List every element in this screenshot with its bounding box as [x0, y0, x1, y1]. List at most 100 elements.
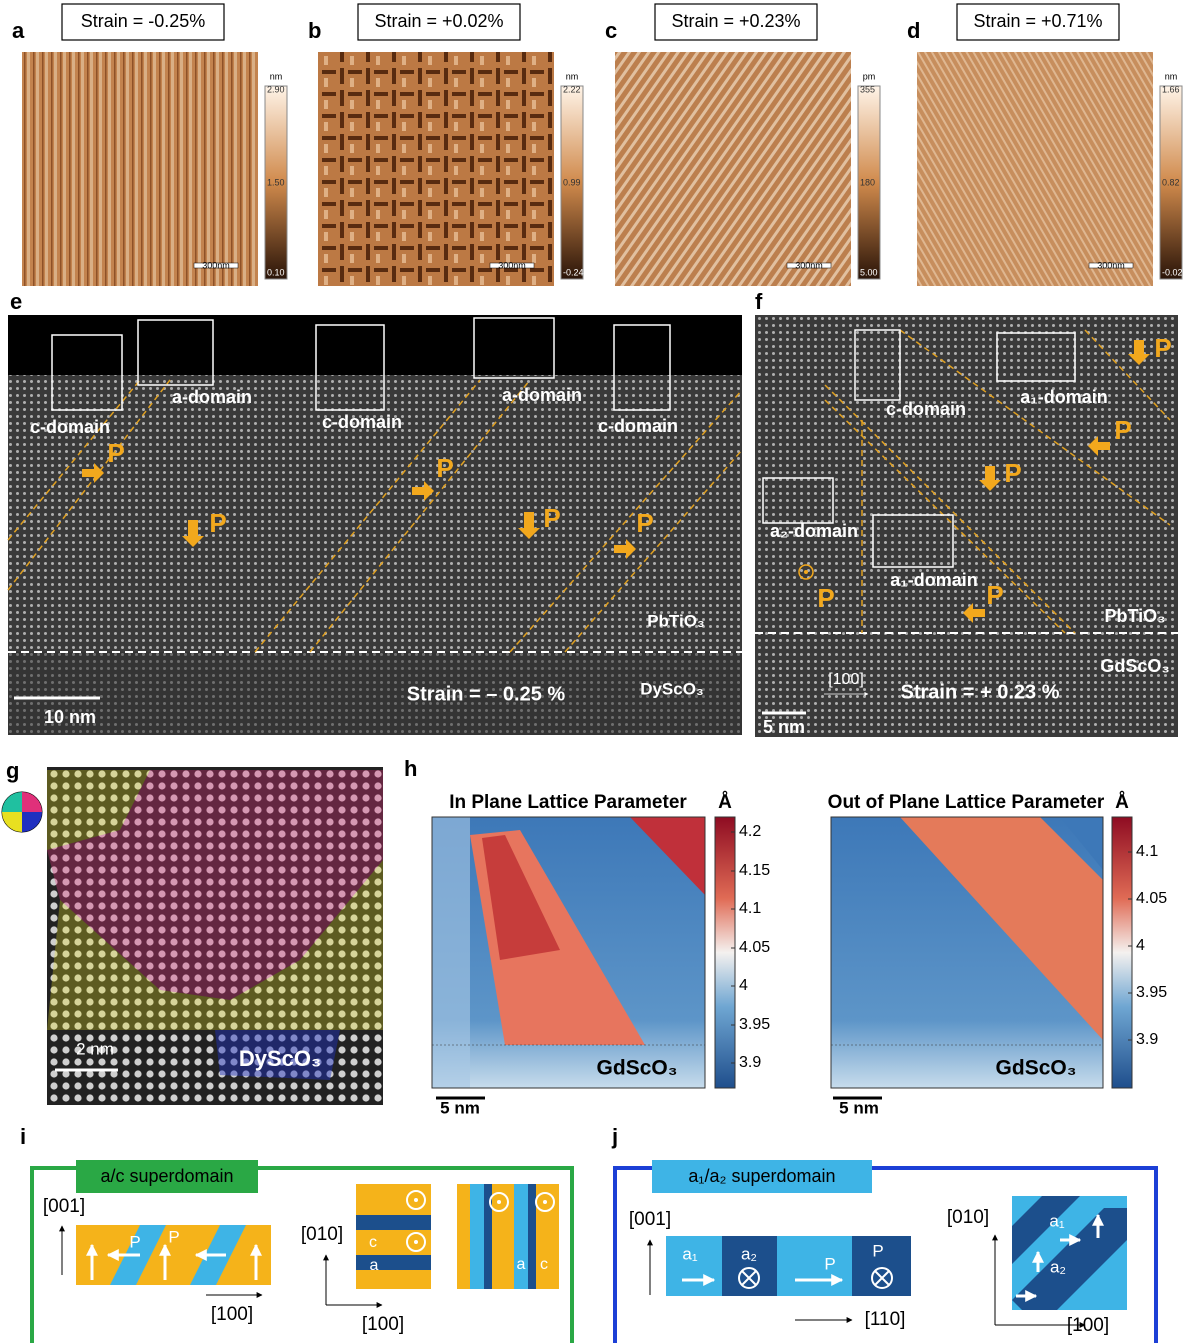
- scale-bar-label: 5 nm: [839, 1098, 879, 1117]
- panel-letter: a: [12, 18, 25, 43]
- afm-image: [22, 52, 258, 286]
- label: c-domain: [30, 417, 110, 437]
- polar-map-g: [1, 767, 383, 1105]
- label: [001]: [43, 1196, 85, 1217]
- label: PbTiO₃: [647, 611, 705, 630]
- scale-bar-label: 300nm: [1097, 260, 1125, 270]
- afm-shade: [22, 52, 258, 286]
- colorbar: [1159, 85, 1183, 280]
- colorbar-unit: pm: [863, 71, 876, 81]
- map-unit: Å: [1115, 792, 1129, 813]
- label: [110]: [865, 1309, 906, 1330]
- label: a₁: [1049, 1211, 1064, 1230]
- label: a-domain: [502, 385, 582, 405]
- colorbar-tick: 5.00: [860, 267, 878, 277]
- colorbar-tick: -0.24: [563, 267, 584, 277]
- colorbar-tick: 3.9: [1136, 1031, 1158, 1048]
- panel-letter: e: [10, 289, 22, 314]
- map-title: In Plane Lattice Parameter: [449, 792, 687, 813]
- label-box: [357, 3, 521, 41]
- label: P: [543, 503, 560, 533]
- label: a₁-domain: [890, 570, 977, 590]
- substrate-label: GdScO₃: [996, 1057, 1077, 1080]
- label-box: [956, 3, 1120, 41]
- superdomain-title: a/c superdomain: [100, 1166, 233, 1186]
- panel-letter: i: [20, 1124, 26, 1149]
- colorbar-tick: 4.15: [739, 862, 770, 879]
- label: [010]: [301, 1224, 343, 1245]
- substrate-label: DyScO₃: [239, 1046, 321, 1071]
- colorbar-tick: 4.05: [1136, 890, 1167, 907]
- haadf-e: [7, 315, 743, 735]
- label-box: [61, 3, 225, 41]
- schematic-i: [30, 1160, 574, 1343]
- label: P: [1114, 415, 1131, 445]
- colorbar-tick: 0.82: [1162, 177, 1180, 187]
- label: P: [436, 453, 453, 483]
- afm-shade: [318, 52, 554, 286]
- label: Strain = + 0.23 %: [901, 681, 1060, 703]
- colorbar-tick: 1.66: [1162, 84, 1180, 94]
- label: P: [872, 1241, 883, 1260]
- afm-image: [318, 52, 554, 286]
- label: a₂: [741, 1244, 757, 1263]
- label: PbTiO₃: [1105, 606, 1166, 626]
- label: a₁: [682, 1244, 697, 1263]
- colorbar: [264, 85, 288, 280]
- label: [100]: [211, 1304, 253, 1325]
- label: P: [824, 1254, 835, 1273]
- colorbar-tick: 3.95: [739, 1016, 770, 1033]
- haadf-f: [755, 315, 1178, 737]
- scale-bar: [193, 262, 239, 269]
- colorbar-tick: 355: [860, 84, 875, 94]
- label: c-domain: [322, 412, 402, 432]
- panel-letter: j: [611, 1124, 618, 1149]
- colorbar-tick: 0.10: [267, 267, 285, 277]
- panel-letter: d: [907, 18, 920, 43]
- colorbar-tick: 0.99: [563, 177, 581, 187]
- label: P: [817, 583, 834, 613]
- scale-bar: [786, 262, 832, 269]
- label: c: [369, 1234, 377, 1251]
- colorbar-tick: 4: [739, 977, 748, 994]
- strain-label: Strain = +0.23%: [671, 11, 800, 31]
- label: c-domain: [598, 416, 678, 436]
- afm-image: [615, 52, 851, 286]
- lattice-maps: [431, 816, 1133, 1100]
- scale-bar-label: 300nm: [202, 260, 230, 270]
- map-title: Out of Plane Lattice Parameter: [828, 792, 1105, 813]
- label: P: [107, 438, 124, 468]
- label-box: [654, 3, 818, 41]
- strain-label: Strain = +0.02%: [374, 11, 503, 31]
- label: P: [209, 508, 226, 538]
- label: a: [370, 1257, 379, 1274]
- colorbar-tick: 1.50: [267, 177, 285, 187]
- label: DyScO₃: [640, 679, 704, 698]
- label: c-domain: [886, 399, 966, 419]
- colorbar-tick: 2.22: [563, 84, 581, 94]
- scale-bar: [1088, 262, 1134, 269]
- colorbar-tick: 4: [1136, 937, 1145, 954]
- scale-bar-label: 5 nm: [440, 1098, 480, 1117]
- label: [100]: [362, 1314, 404, 1335]
- panel-letter: b: [308, 18, 321, 43]
- label: P: [129, 1232, 140, 1251]
- map-unit: Å: [718, 792, 732, 813]
- colorbar-unit: nm: [566, 71, 579, 81]
- label: [001]: [629, 1209, 671, 1230]
- panel-letter: g: [6, 758, 19, 783]
- label: GdScO₃: [1100, 656, 1169, 676]
- colorbar: [857, 85, 881, 280]
- colorbar-unit: nm: [270, 71, 283, 81]
- label: 5 nm: [763, 717, 805, 737]
- strain-label: Strain = +0.71%: [973, 11, 1102, 31]
- label: a₂-domain: [770, 521, 858, 541]
- label: Strain = – 0.25 %: [407, 683, 566, 705]
- colorbar-unit: nm: [1165, 71, 1178, 81]
- colorbar: [560, 85, 584, 280]
- schematic-j: [613, 1160, 1158, 1343]
- strain-label: Strain = -0.25%: [81, 11, 206, 31]
- afm-shade: [615, 52, 851, 286]
- colorbar-tick: 4.05: [739, 939, 770, 956]
